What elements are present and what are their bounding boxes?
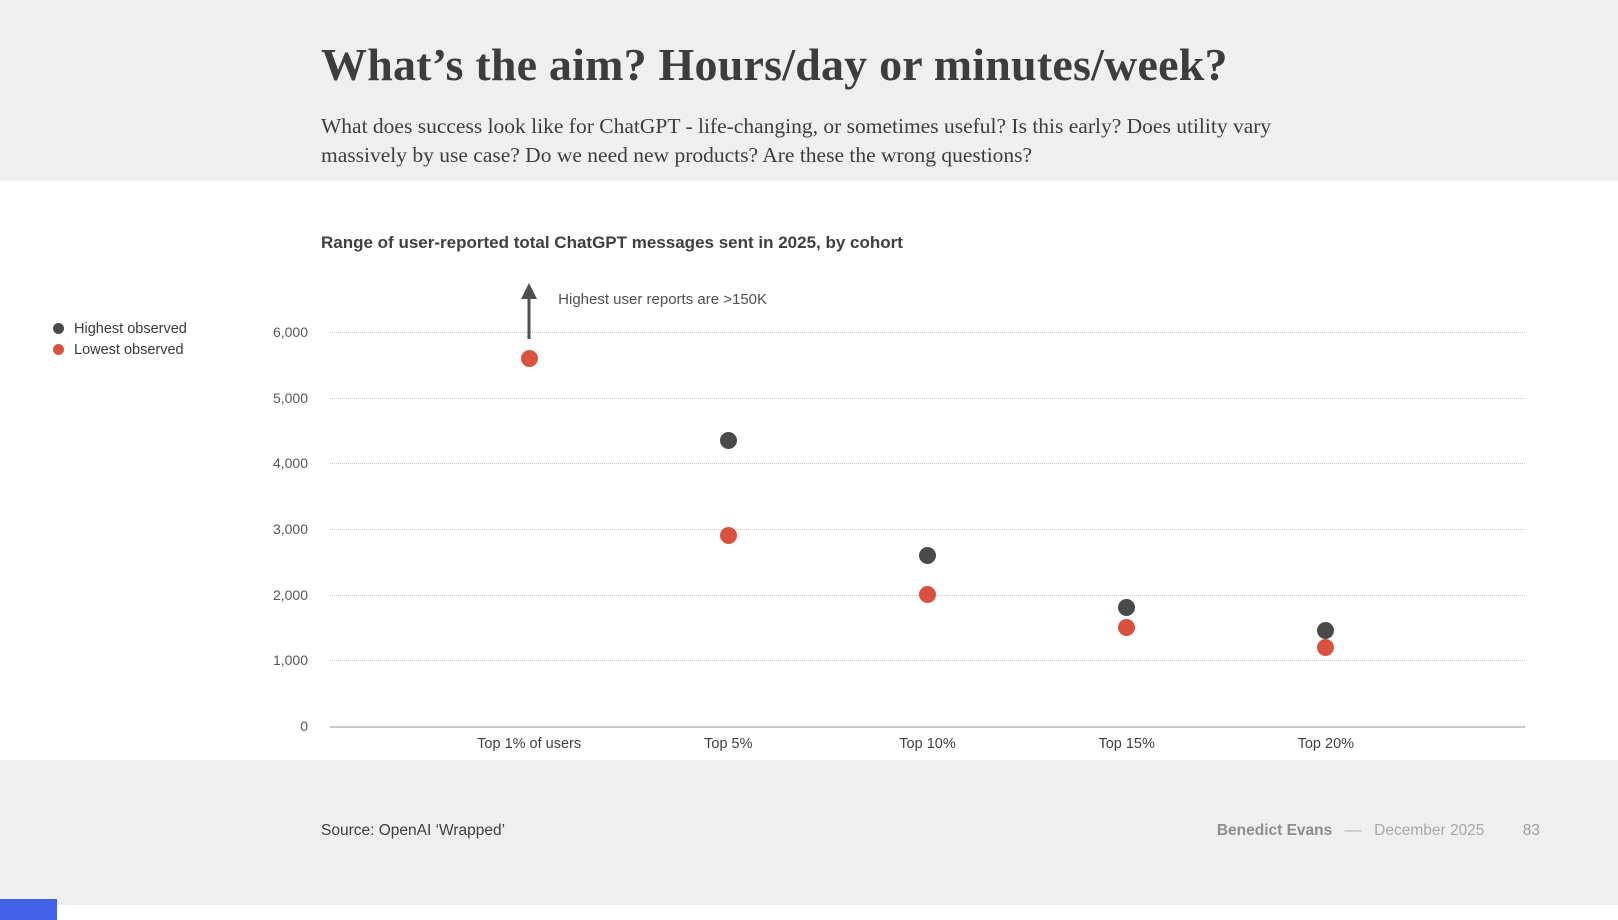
credit-date: December 2025 (1374, 822, 1485, 839)
author-name: Benedict Evans (1216, 822, 1333, 839)
highest-observed-dot-icon (53, 323, 64, 334)
footer-credit: Benedict Evans –– December 2025 83 (1217, 822, 1540, 840)
offscale-up-arrow-icon (518, 283, 540, 341)
gridline (330, 529, 1525, 530)
legend-item: Lowest observed (53, 339, 187, 360)
chart-title: Range of user-reported total ChatGPT mes… (321, 233, 903, 252)
x-axis-label: Top 15% (1098, 736, 1155, 752)
highest-observed-dot (719, 431, 737, 449)
x-axis-label: Top 1% of users (477, 736, 582, 752)
highest-observed-dot (1317, 622, 1335, 640)
legend-item: Highest observed (53, 318, 187, 339)
progress-bar (0, 899, 57, 920)
highest-observed-dot (1118, 599, 1136, 617)
lowest-observed-dot (919, 586, 936, 604)
page-number: 83 (1522, 822, 1540, 839)
gridline (330, 660, 1525, 662)
slide-subtitle-line: What does success look like for ChatGPT … (321, 114, 1272, 138)
offscale-annotation: Highest user reports are >150K (558, 291, 768, 308)
y-tick-label: 2,000 (272, 586, 308, 603)
y-tick-label: 1,000 (272, 652, 308, 669)
slide-subtitle-line: massively by use case? Do we need new pr… (321, 143, 1033, 167)
source-text: Source: OpenAI ‘Wrapped’ (321, 822, 506, 839)
header-band (0, 0, 1618, 181)
lowest-observed-dot (520, 349, 538, 367)
slide-subtitle: What does success look like for ChatGPT … (321, 112, 1271, 170)
x-axis-label: Top 5% (704, 736, 753, 752)
highest-observed-dot (919, 546, 936, 564)
footer-band (0, 760, 1618, 905)
legend-label: Highest observed (74, 320, 187, 337)
y-tick-label: 5,000 (272, 389, 308, 406)
slide-title: What’s the aim? Hours/day or minutes/wee… (321, 39, 1228, 90)
y-tick-label: 4,000 (272, 455, 308, 472)
gridline (330, 397, 1525, 399)
gridline (330, 332, 1525, 333)
y-tick-label: 3,000 (272, 521, 308, 537)
x-axis-label: Top 10% (899, 736, 956, 752)
credit-separator: –– (1344, 822, 1362, 839)
lowest-observed-dot (1317, 638, 1335, 656)
legend: Highest observed Lowest observed (53, 318, 187, 360)
y-tick-label: 6,000 (272, 324, 308, 340)
lowest-observed-dot (719, 527, 737, 545)
lowest-observed-dot-icon (53, 344, 64, 355)
plot-area: 0 1,000 2,000 3,000 4,000 5,000 6,000 Top 1% of… (273, 283, 1525, 752)
y-tick-label: 0 (300, 718, 308, 734)
x-axis-label: Top 20% (1297, 736, 1355, 752)
gridline (330, 463, 1525, 465)
legend-label: Lowest observed (74, 341, 184, 358)
lowest-observed-dot (1118, 619, 1136, 636)
